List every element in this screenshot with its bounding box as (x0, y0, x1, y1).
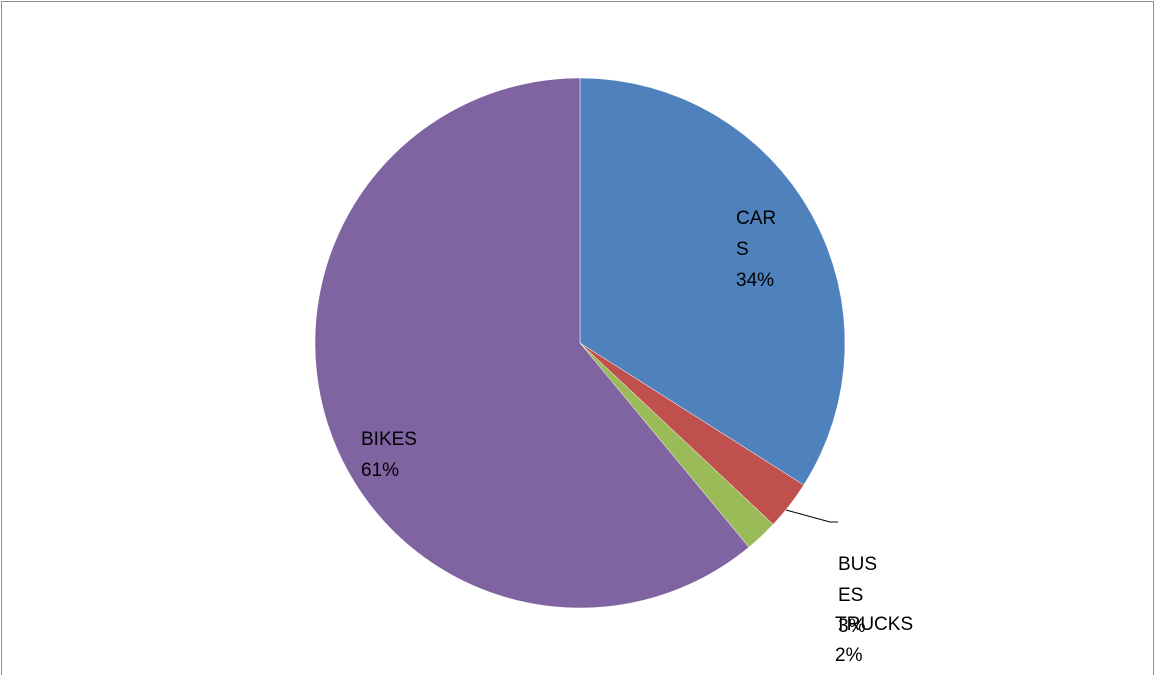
data-label: TRUCKS 2% (835, 609, 925, 671)
leader-line (785, 509, 838, 523)
pie-slice (579, 77, 846, 486)
data-label: BIKES 61% (361, 424, 419, 486)
category-label: TRUCKS (835, 614, 914, 635)
category-label: BIKES (361, 429, 417, 450)
category-label: BUSES (838, 554, 878, 606)
data-label: BUSES 3% (838, 549, 886, 642)
pie-slice (314, 77, 750, 609)
value-label: 61% (361, 460, 400, 481)
value-label: 3% (838, 616, 866, 637)
category-label: CARS (736, 208, 777, 260)
value-label: 34% (736, 270, 775, 291)
value-label: 2% (835, 645, 863, 666)
data-label: CARS 34% (736, 203, 784, 296)
